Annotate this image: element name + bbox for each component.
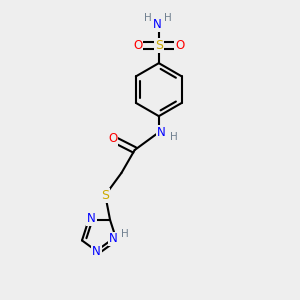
- Text: S: S: [101, 188, 109, 202]
- Text: N: N: [153, 18, 162, 32]
- Text: O: O: [108, 132, 117, 145]
- Text: H: H: [144, 14, 152, 23]
- Text: H: H: [170, 132, 178, 142]
- Text: N: N: [109, 232, 118, 245]
- Text: N: N: [92, 245, 101, 258]
- Text: O: O: [176, 39, 185, 52]
- Text: H: H: [121, 229, 129, 239]
- Text: H: H: [164, 14, 172, 23]
- Text: N: N: [157, 126, 166, 139]
- Text: S: S: [155, 39, 163, 52]
- Text: O: O: [133, 39, 142, 52]
- Text: N: N: [87, 212, 96, 225]
